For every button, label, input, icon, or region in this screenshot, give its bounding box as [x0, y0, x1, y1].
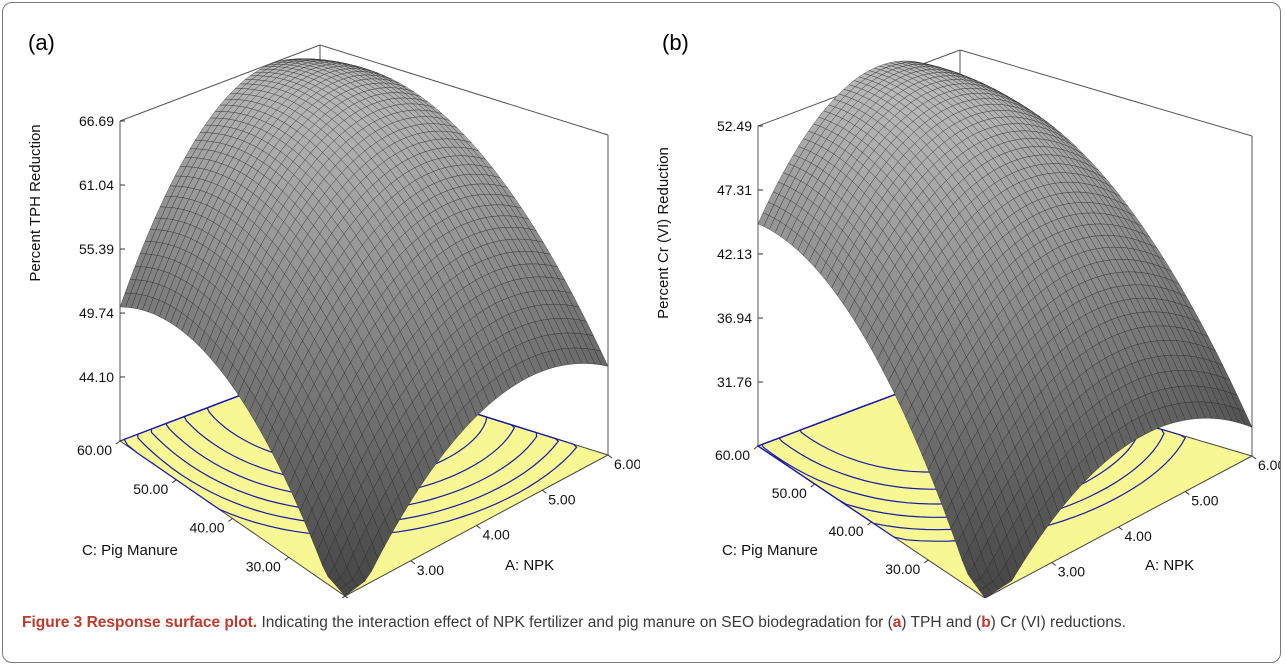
y-axis-label: C: Pig Manure: [722, 542, 818, 559]
x-tick-label: 4.00: [483, 527, 510, 543]
y-tick: [867, 521, 872, 526]
y-tick: [115, 440, 121, 445]
surface-patch: [979, 585, 992, 598]
y-tick-label: 30.00: [885, 561, 920, 577]
x-tick-label: 5.00: [1191, 493, 1218, 509]
z-tick-label: 66.69: [79, 113, 114, 129]
z-tick-label: 47.31: [717, 182, 752, 198]
response-surface: [119, 58, 609, 597]
x-tick-label: 4.00: [1125, 528, 1152, 544]
figure-caption: Figure 3 Response surface plot. Indicati…: [22, 612, 1262, 634]
z-axis-label: Percent Cr (VI) Reduction: [655, 147, 672, 319]
x-tick-label: 3.00: [1058, 564, 1085, 580]
caption-text-1: Indicating the interaction effect of NPK…: [257, 614, 893, 631]
cube-edge-top-right: [319, 44, 609, 136]
y-tick: [923, 559, 929, 564]
z-tick-label: 49.74: [79, 305, 114, 321]
response-surface: [757, 60, 1253, 598]
surface-patch: [339, 584, 352, 597]
y-tick: [284, 556, 290, 561]
y-axis: 20.00 30.00 40.00 50.00 60.00 C: Pig Manure: [77, 440, 346, 598]
caption-text-2: ) TPH and (: [901, 614, 982, 631]
y-tick: [810, 483, 816, 488]
x-axis: 2.00 3.00 4.00 5.00 6.00 A: NPK: [344, 454, 640, 598]
x-tick: [1118, 526, 1123, 531]
y-tick-label: 50.00: [133, 481, 168, 497]
y-axis-label: C: Pig Manure: [82, 542, 178, 559]
y-tick-label: 30.00: [246, 558, 281, 574]
z-tick-label: 55.39: [79, 241, 114, 257]
z-tick-label: 42.13: [717, 246, 752, 262]
x-tick: [1051, 562, 1057, 566]
panel-a: (a) 44.10 49.74 55.39 61.04 66.69 Percent TPH…: [0, 18, 640, 598]
y-tick-label: 40.00: [189, 520, 224, 536]
z-tick-label: 36.94: [717, 310, 752, 326]
panel-b: (b) 31.76 36.94 42.13 47.31 52.49 Percent Cr …: [640, 18, 1280, 598]
caption-text-3: ) Cr (VI) reductions.: [990, 614, 1126, 631]
panel-label-b: (b): [662, 30, 689, 55]
x-axis-label: A: NPK: [505, 557, 554, 574]
y-tick-label: 60.00: [715, 447, 750, 463]
x-tick: [410, 560, 416, 565]
surface-plot-a: 44.10 49.74 55.39 61.04 66.69 Percent TPH Red…: [27, 44, 640, 598]
y-tick: [753, 445, 759, 450]
z-axis: 44.10 49.74 55.39 61.04 66.69 Percent TPH Red…: [27, 113, 125, 385]
z-axis-label: Percent TPH Reduction: [27, 124, 44, 281]
panel-label-a: (a): [28, 30, 55, 55]
cube-edge-top-left: [119, 44, 321, 122]
z-tick-label: 44.10: [79, 369, 114, 385]
surface-plot-b: 31.76 36.94 42.13 47.31 52.49 Percent Cr (VI)…: [655, 49, 1280, 598]
caption-label-a: a: [892, 614, 902, 631]
y-tick: [171, 479, 177, 484]
caption-title: Figure 3 Response surface plot.: [22, 614, 258, 631]
y-tick-label: 40.00: [828, 523, 863, 539]
x-tick-label: 3.00: [417, 562, 444, 578]
x-tick: [344, 595, 349, 598]
caption-label-b: b: [981, 614, 991, 631]
x-tick: [607, 454, 613, 459]
x-tick-label: 5.00: [548, 491, 575, 507]
z-tick-label: 61.04: [79, 177, 114, 193]
y-tick-label: 50.00: [772, 485, 807, 501]
z-tick-label: 52.49: [717, 118, 752, 134]
x-axis: 2.003.004.005.006.00A: NPK: [985, 455, 1280, 598]
y-tick-label: 20.00: [302, 597, 337, 598]
x-tick: [1251, 455, 1257, 460]
z-tick-label: 31.76: [717, 374, 752, 390]
x-axis-label: A: NPK: [1145, 557, 1194, 574]
x-tick: [541, 489, 547, 494]
cube-edge-top-right: [959, 49, 1253, 137]
y-tick: [228, 518, 233, 522]
z-axis: 31.76 36.94 42.13 47.31 52.49 Percent Cr (VI)…: [655, 118, 763, 390]
x-tick: [1184, 491, 1190, 495]
x-tick-label: 2.00: [351, 597, 378, 598]
x-tick-label: 6.00: [1258, 457, 1280, 473]
y-tick: [341, 595, 346, 598]
y-tick-label: 60.00: [77, 442, 112, 458]
x-tick: [476, 525, 481, 529]
x-tick-label: 6.00: [614, 456, 640, 472]
